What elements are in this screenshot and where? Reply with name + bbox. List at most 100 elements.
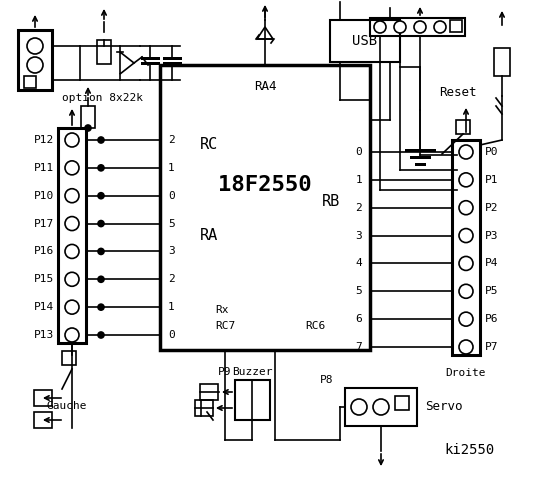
Text: P12: P12	[34, 135, 54, 145]
Text: 2: 2	[168, 274, 175, 284]
Circle shape	[459, 340, 473, 354]
Text: 1: 1	[168, 163, 175, 173]
Bar	[494, 48, 510, 76]
Circle shape	[98, 165, 104, 171]
Text: P10: P10	[34, 191, 54, 201]
Bar	[456, 120, 470, 134]
Text: RC7: RC7	[215, 321, 235, 331]
Text: P17: P17	[34, 218, 54, 228]
Text: Droite: Droite	[446, 368, 486, 378]
Text: Gauche: Gauche	[47, 401, 87, 411]
Bar	[450, 20, 462, 32]
Circle shape	[459, 145, 473, 159]
Circle shape	[459, 284, 473, 298]
Circle shape	[459, 312, 473, 326]
Bar	[97, 40, 111, 64]
Text: 2: 2	[355, 203, 362, 213]
Text: P1: P1	[485, 175, 498, 185]
Text: 1: 1	[355, 175, 362, 185]
Bar	[195, 400, 213, 416]
Text: 4: 4	[355, 258, 362, 268]
Bar	[34, 412, 52, 428]
Bar	[395, 396, 409, 410]
Text: P14: P14	[34, 302, 54, 312]
Circle shape	[374, 21, 386, 33]
Bar	[34, 390, 52, 406]
Text: RA: RA	[200, 228, 218, 243]
Circle shape	[98, 249, 104, 254]
Text: 7: 7	[355, 342, 362, 352]
Circle shape	[27, 38, 43, 54]
Circle shape	[98, 221, 104, 227]
Circle shape	[65, 328, 79, 342]
Bar	[160, 65, 370, 350]
Text: P9: P9	[218, 367, 232, 377]
Circle shape	[27, 57, 43, 73]
Circle shape	[373, 399, 389, 415]
Bar	[452, 140, 480, 355]
Circle shape	[65, 133, 79, 147]
Circle shape	[98, 137, 104, 143]
Circle shape	[85, 125, 91, 131]
Circle shape	[414, 21, 426, 33]
Text: RC: RC	[200, 137, 218, 152]
Circle shape	[98, 192, 104, 199]
Bar	[58, 128, 86, 343]
Text: 3: 3	[168, 246, 175, 256]
Text: RC6: RC6	[305, 321, 325, 331]
Text: Reset: Reset	[440, 86, 477, 99]
Circle shape	[65, 272, 79, 286]
Circle shape	[459, 173, 473, 187]
Circle shape	[394, 21, 406, 33]
Bar	[200, 384, 218, 400]
Bar	[345, 388, 417, 426]
Bar	[18, 30, 52, 90]
Circle shape	[65, 189, 79, 203]
Text: 2: 2	[168, 135, 175, 145]
Text: P3: P3	[485, 230, 498, 240]
Text: P4: P4	[485, 258, 498, 268]
Circle shape	[434, 21, 446, 33]
Text: P8: P8	[320, 375, 334, 385]
Text: P16: P16	[34, 246, 54, 256]
Text: 0: 0	[168, 191, 175, 201]
Text: option 8x22k: option 8x22k	[62, 93, 143, 103]
Circle shape	[98, 276, 104, 282]
Bar	[370, 18, 465, 36]
Text: 3: 3	[355, 230, 362, 240]
Text: 6: 6	[355, 314, 362, 324]
Text: 0: 0	[168, 330, 175, 340]
Text: 1: 1	[168, 302, 175, 312]
Circle shape	[65, 216, 79, 230]
Text: P0: P0	[485, 147, 498, 157]
Text: Rx: Rx	[215, 305, 228, 315]
Circle shape	[65, 161, 79, 175]
Text: P15: P15	[34, 274, 54, 284]
Text: ki2550: ki2550	[445, 443, 495, 457]
Text: USB: USB	[352, 34, 378, 48]
Bar	[330, 20, 400, 62]
Circle shape	[65, 244, 79, 258]
Circle shape	[459, 228, 473, 242]
Bar	[81, 106, 95, 128]
Text: 5: 5	[168, 218, 175, 228]
Text: P13: P13	[34, 330, 54, 340]
Bar	[235, 380, 270, 420]
Text: 5: 5	[355, 286, 362, 296]
Circle shape	[98, 304, 104, 310]
Circle shape	[459, 256, 473, 270]
Text: P5: P5	[485, 286, 498, 296]
Bar	[24, 76, 36, 88]
Text: P2: P2	[485, 203, 498, 213]
Circle shape	[459, 201, 473, 215]
Text: 0: 0	[355, 147, 362, 157]
Text: Buzzer: Buzzer	[232, 367, 272, 377]
Text: RB: RB	[322, 194, 340, 209]
Circle shape	[351, 399, 367, 415]
Text: RA4: RA4	[254, 81, 276, 94]
Circle shape	[98, 332, 104, 338]
Text: P6: P6	[485, 314, 498, 324]
Bar	[62, 351, 76, 365]
Circle shape	[65, 300, 79, 314]
Text: Servo: Servo	[425, 400, 462, 413]
